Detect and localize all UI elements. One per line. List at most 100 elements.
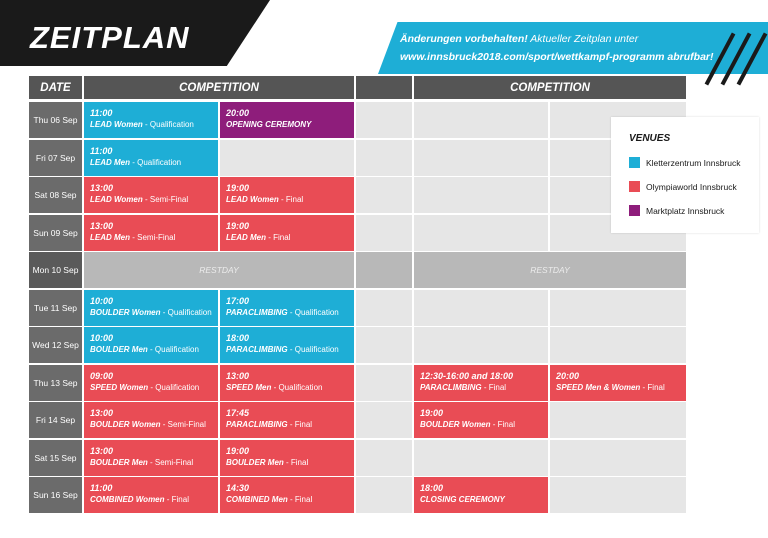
event-discipline: SPEED Men [226,382,272,392]
venues-legend: VENUES Kletterzentrum Innsbruck Olympiawo… [611,117,759,233]
event-cell[interactable]: 13:00 BOULDER Women - Semi-Final [84,402,218,438]
event-time: 12:30-16:00 and 18:00 [420,370,514,381]
event-name: BOULDER Men - Semi-Final [90,457,218,468]
empty-cell [550,327,686,363]
page-title: ZEITPLAN [30,20,190,55]
event-cell[interactable]: 10:00 BOULDER Women - Qualification [84,289,218,326]
event-cell[interactable]: 13:00 LEAD Men - Semi-Final [84,214,218,251]
event-time: 20:00 [226,108,250,118]
event-round: - Final [164,495,189,504]
event-cell[interactable]: 18:00 PARACLIMBING - Qualification [220,327,354,363]
empty-cell [356,102,412,138]
venues-title: VENUES [629,133,671,144]
event-round: - Qualification [147,345,199,354]
event-discipline: BOULDER Women [90,420,161,429]
date-cell: Sat 15 Sep [29,439,82,476]
empty-cell [356,327,412,363]
venue-label: Marktplatz Innsbruck [646,205,725,216]
event-discipline: COMBINED Men [226,495,288,504]
event-cell[interactable]: 20:00 OPENING CEREMONY [220,102,354,138]
date-cell: Fri 14 Sep [29,402,82,438]
event-cell[interactable]: 10:00 BOULDER Men - Qualification [84,327,218,363]
event-cell[interactable]: 20:00 SPEED Men & Women - Final [550,364,686,401]
empty-cell [356,289,412,326]
event-name: LEAD Men - Final [226,232,354,243]
event-cell[interactable]: 12:30-16:00 and 18:00 PARACLIMBING - Fina… [414,364,548,401]
event-time: 14:30 [226,483,250,493]
date-cell: Wed 12 Sep [29,327,82,363]
event-cell[interactable]: 19:00 LEAD Women - Final [220,177,354,213]
event-round: - Final [283,457,309,467]
restday-cell [356,252,412,288]
event-round: - Final [287,420,313,429]
event-cell[interactable]: 13:00 SPEED Men - Qualification [220,364,354,401]
notice-banner [378,22,768,74]
event-name: BOULDER Men - Final [226,457,354,468]
venue-swatch [629,157,640,168]
date-cell: Sun 16 Sep [29,477,82,513]
event-cell[interactable]: 19:00 BOULDER Men - Final [220,439,354,476]
notice-url: www.innsbruck2018.com/sport/wettkampf-pr… [400,51,714,63]
event-cell[interactable]: 18:00 CLOSING CEREMONY [414,477,548,513]
event-round: - Semi-Final [130,232,176,242]
event-cell[interactable]: 19:00 LEAD Men - Final [220,214,354,251]
event-time: 11:00 [90,145,113,156]
empty-cell [414,139,548,176]
event-name: PARACLIMBING - Qualification [226,344,354,355]
event-cell[interactable]: 13:00 BOULDER Men - Semi-Final [84,439,218,476]
event-cell[interactable]: 11:00 LEAD Men - Qualification [84,139,218,176]
event-name: LEAD Women - Semi-Final [90,194,218,205]
event-time: 20:00 [556,370,580,381]
event-name: PARACLIMBING - Qualification [226,307,354,318]
event-name: PARACLIMBING - Final [420,382,548,393]
date-cell: Sun 09 Sep [29,214,82,251]
event-round: - Qualification [160,307,212,317]
event-time: 09:00 [90,370,114,381]
event-time: 11:00 [90,483,113,493]
event-time: 19:00 [226,183,250,193]
event-round: - Final [481,382,507,392]
event-round: - Semi-Final [142,195,189,204]
event-round: - Final [490,420,515,429]
date-cell: Mon 10 Sep [29,252,82,288]
event-round: - Final [266,232,291,242]
event-cell[interactable]: 19:00 BOULDER Women - Final [414,402,548,438]
empty-cell [414,177,548,213]
venue-label: Olympiaworld Innsbruck [646,181,737,192]
empty-cell [414,214,548,251]
title-banner [0,0,270,66]
event-name: COMBINED Women - Final [90,494,218,505]
event-name: COMBINED Men - Final [226,494,354,505]
event-time: 19:00 [420,408,444,418]
event-cell[interactable]: 11:00 LEAD Women - Qualification [84,102,218,138]
empty-cell [220,139,354,176]
event-round: - Final [278,195,304,204]
date-cell: Sat 08 Sep [29,177,82,213]
event-discipline: LEAD Men [90,157,130,167]
event-cell[interactable]: 17:00 PARACLIMBING - Qualification [220,289,354,326]
header-competition-left: COMPETITION [84,76,354,99]
event-time: 18:00 [226,333,250,343]
event-discipline: LEAD Men [226,232,266,242]
empty-cell [414,102,548,138]
empty-cell [356,177,412,213]
event-time: 13:00 [90,220,114,231]
event-round: - Qualification [148,382,200,392]
event-name: BOULDER Women - Final [420,419,548,430]
event-cell[interactable]: 11:00 COMBINED Women - Final [84,477,218,513]
event-cell[interactable]: 14:30 COMBINED Men - Final [220,477,354,513]
empty-cell [356,364,412,401]
event-cell[interactable]: 13:00 LEAD Women - Semi-Final [84,177,218,213]
event-cell[interactable]: 09:00 SPEED Women - Qualification [84,364,218,401]
event-name: LEAD Women - Qualification [90,119,218,130]
venue-item: Olympiaworld Innsbruck [629,181,737,192]
restday-cell: RESTDAY [414,252,686,288]
empty-cell [356,439,412,476]
event-round: - Final [287,495,313,504]
event-cell[interactable]: 17:45 PARACLIMBING - Final [220,402,354,438]
event-name: BOULDER Men - Qualification [90,344,218,355]
restday-cell: RESTDAY [84,252,354,288]
event-discipline: OPENING CEREMONY [226,120,312,129]
event-discipline: PARACLIMBING [226,345,288,354]
event-round: - Qualification [130,157,182,167]
